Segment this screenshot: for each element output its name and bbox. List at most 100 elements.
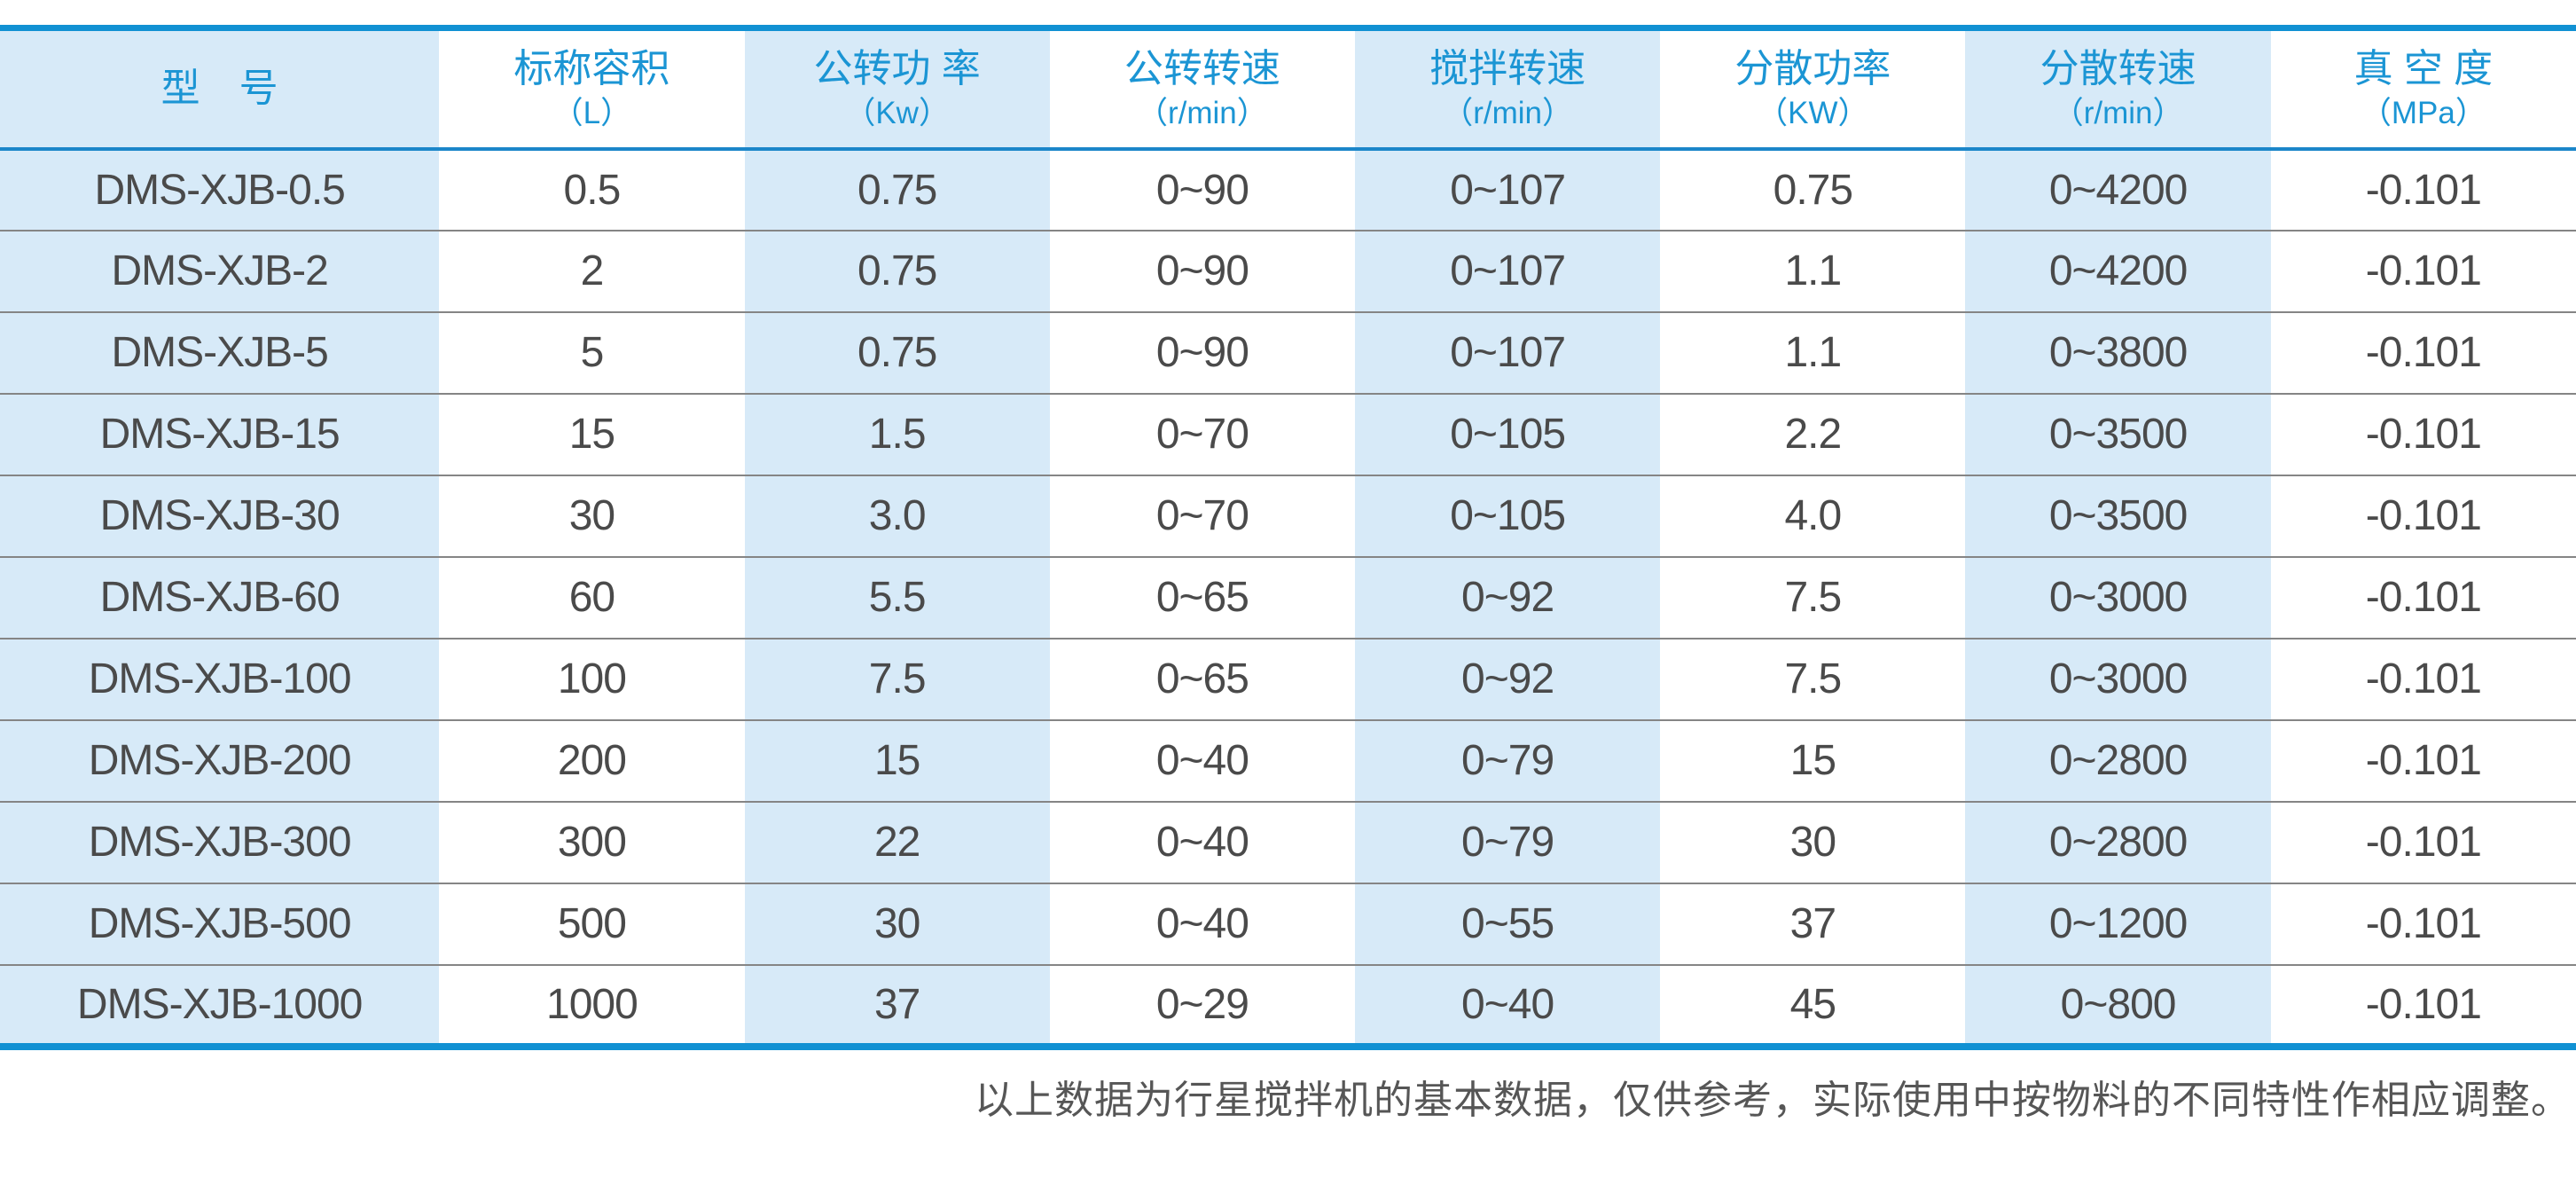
value-cell-vacuum: -0.101 [2270, 474, 2576, 557]
value-cell-rev_power: 22 [744, 800, 1050, 883]
column-unit: （Kw） [844, 96, 950, 131]
value-cell-rev_speed: 0~29 [1049, 963, 1355, 1047]
value-cell-rev_speed: 0~90 [1049, 310, 1355, 394]
value-cell-rev_power: 37 [744, 963, 1050, 1047]
value-cell-disp_power: 1.1 [1660, 229, 1966, 312]
value-cell-volume: 15 [439, 392, 745, 475]
table-row: DMS-XJB-100 100 7.5 0~65 0~92 7.5 0~3000 -0.101 [0, 637, 2576, 720]
footer-note: 以上数据为行星搅拌机的基本数据，仅供参考，实际使用中按物料的不同特性作相应调整。 [975, 1078, 2571, 1122]
spec-sheet-page: 型 号 标称容积 （L） 公转功 率 （Kw） 公转转速 （r/min） 搅拌转速 （r/min… [0, 25, 2576, 1177]
value-cell-vacuum: -0.101 [2270, 882, 2576, 965]
value-cell-stir_speed: 0~105 [1355, 474, 1661, 557]
planetary-mixer-spec-table: 型 号 标称容积 （L） 公转功 率 （Kw） 公转转速 （r/min） 搅拌转速 （r/min… [0, 25, 2576, 1050]
value-cell-disp_power: 45 [1660, 963, 1966, 1047]
model-cell: DMS-XJB-5 [0, 310, 440, 394]
model-cell: DMS-XJB-30 [0, 474, 440, 557]
value-cell-disp_speed: 0~2800 [1965, 800, 2271, 883]
model-cell: DMS-XJB-100 [0, 637, 440, 720]
value-cell-volume: 2 [439, 229, 745, 312]
value-cell-rev_power: 0.75 [744, 229, 1050, 312]
value-cell-rev_speed: 0~40 [1049, 800, 1355, 883]
value-cell-vacuum: -0.101 [2270, 718, 2576, 802]
value-cell-rev_power: 30 [744, 882, 1050, 965]
column-unit: （r/min） [1442, 96, 1573, 131]
table-row: DMS-XJB-5 5 0.75 0~90 0~107 1.1 0~3800 -0.101 [0, 310, 2576, 394]
value-cell-rev_power: 5.5 [744, 555, 1050, 639]
column-header-rev_power: 公转功 率 （Kw） [744, 27, 1050, 151]
value-cell-rev_speed: 0~40 [1049, 718, 1355, 802]
value-cell-disp_power: 4.0 [1660, 474, 1966, 557]
column-unit: （L） [552, 96, 632, 131]
model-cell: DMS-XJB-2 [0, 229, 440, 312]
table-row: DMS-XJB-15 15 1.5 0~70 0~105 2.2 0~3500 -0.101 [0, 392, 2576, 475]
column-header-model: 型 号 [0, 27, 440, 151]
value-cell-vacuum: -0.101 [2270, 800, 2576, 883]
value-cell-stir_speed: 0~79 [1355, 800, 1661, 883]
value-cell-volume: 300 [439, 800, 745, 883]
value-cell-vacuum: -0.101 [2270, 963, 2576, 1047]
value-cell-disp_speed: 0~4200 [1965, 148, 2271, 231]
value-cell-disp_power: 15 [1660, 718, 1966, 802]
value-cell-vacuum: -0.101 [2365, 166, 2482, 214]
value-cell-disp_speed: 0~3000 [1965, 555, 2271, 639]
value-cell-volume: 100 [439, 637, 745, 720]
value-cell-rev_speed: 0~65 [1049, 637, 1355, 720]
model-cell: DMS-XJB-15 [0, 392, 440, 475]
value-cell-rev_power: 0.75 [744, 310, 1050, 394]
value-cell-disp_speed: 0~3000 [1965, 637, 2271, 720]
value-cell-volume: 0.5 [563, 166, 622, 214]
table-row: DMS-XJB-60 60 5.5 0~65 0~92 7.5 0~3000 -0.101 [0, 555, 2576, 639]
value-cell-disp_speed: 0~4200 [1965, 229, 2271, 312]
table-row: DMS-XJB-30 30 3.0 0~70 0~105 4.0 0~3500 -0.101 [0, 474, 2576, 557]
value-cell-disp_power: 7.5 [1660, 637, 1966, 720]
value-cell-volume: 200 [439, 718, 745, 802]
model-cell: DMS-XJB-1000 [0, 963, 440, 1047]
column-header-rev_speed: 公转转速 （r/min） [1049, 27, 1355, 151]
value-cell-disp_power: 37 [1660, 882, 1966, 965]
value-cell-disp_speed: 0~2800 [1965, 718, 2271, 802]
column-header-vacuum: 真 空 度 （MPa） [2270, 27, 2576, 151]
column-title: 分散功率 [1734, 46, 1891, 90]
table-row: DMS-XJB-500 500 30 0~40 0~55 37 0~1200 -0.101 [0, 882, 2576, 965]
column-title: 型 号 [161, 66, 278, 110]
table-body: DMS-XJB-0.5 0.5 0.75 0~90 0~107 0.75 0~4200 -0.… [0, 148, 2576, 1047]
value-cell-vacuum: -0.101 [2270, 637, 2576, 720]
model-cell: DMS-XJB-300 [0, 800, 440, 883]
column-title: 公转功 率 [813, 46, 981, 90]
column-unit: （MPa） [2360, 96, 2486, 131]
value-cell-vacuum: -0.101 [2270, 555, 2576, 639]
value-cell-volume: 1000 [439, 963, 745, 1047]
model-cell: DMS-XJB-0.5 [0, 148, 440, 231]
value-cell-rev_power: 15 [744, 718, 1050, 802]
value-cell-disp_power: 7.5 [1660, 555, 1966, 639]
value-cell-rev_speed: 0~65 [1049, 555, 1355, 639]
value-cell-rev_power: 0.75 [744, 148, 1050, 231]
table-row: DMS-XJB-1000 1000 37 0~29 0~40 45 0~800 -0.101 [0, 963, 2576, 1047]
value-cell-disp_speed: 0~800 [1965, 963, 2271, 1047]
value-cell-stir_speed: 0~107 [1355, 148, 1661, 231]
value-cell-vacuum: -0.101 [2270, 310, 2576, 394]
value-cell-stir_speed: 0~105 [1355, 392, 1661, 475]
value-cell-rev_speed: 0~70 [1049, 474, 1355, 557]
value-cell-stir_speed: 0~92 [1355, 637, 1661, 720]
model-cell: DMS-XJB-200 [0, 718, 440, 802]
value-cell-volume: 500 [439, 882, 745, 965]
value-cell-rev_speed: 0~90 [1049, 229, 1355, 312]
value-cell-rev_speed: 0~90 [1155, 166, 1249, 214]
value-cell-rev_power: 7.5 [744, 637, 1050, 720]
column-title: 真 空 度 [2353, 46, 2494, 90]
column-unit: （r/min） [1136, 96, 1268, 131]
value-cell-disp_power: 2.2 [1660, 392, 1966, 475]
value-cell-vacuum: -0.101 [2270, 229, 2576, 312]
column-header-volume: 标称容积 （L） [439, 27, 745, 151]
value-cell-disp_speed: 0~3500 [1965, 392, 2271, 475]
value-cell-volume: 30 [439, 474, 745, 557]
value-cell-stir_speed: 0~40 [1355, 963, 1661, 1047]
value-cell-disp_speed: 0~3500 [1965, 474, 2271, 557]
value-cell-disp_speed: 0~1200 [1965, 882, 2271, 965]
value-cell-disp_power: 30 [1660, 800, 1966, 883]
value-cell-rev_power: 1.5 [744, 392, 1050, 475]
value-cell-rev_speed: 0~40 [1049, 882, 1355, 965]
value-cell-disp_power: 0.75 [1773, 166, 1853, 214]
model-cell: DMS-XJB-60 [0, 555, 440, 639]
